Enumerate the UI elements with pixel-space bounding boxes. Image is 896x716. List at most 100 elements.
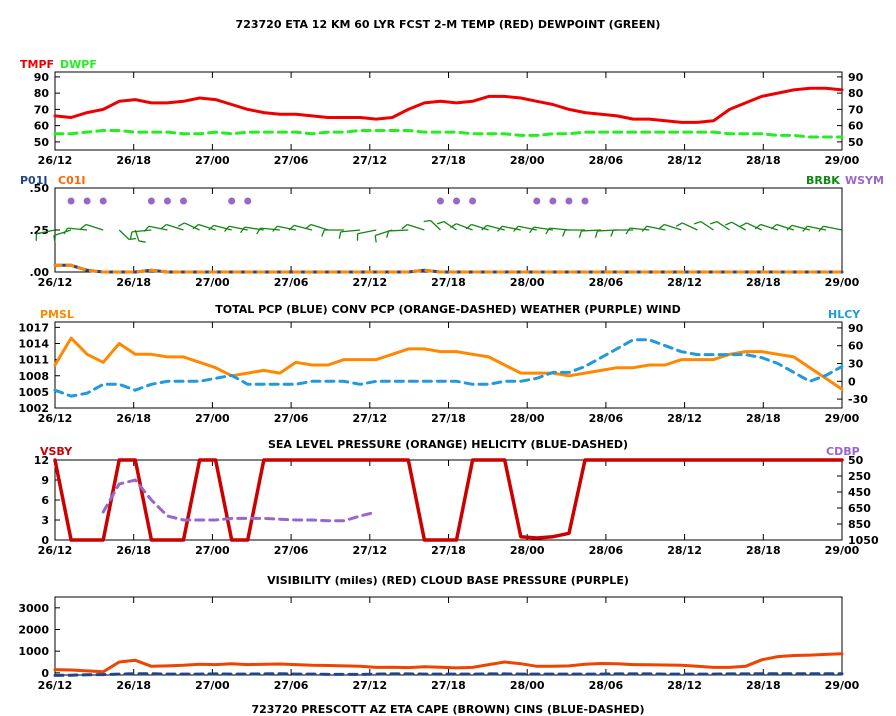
- wind-barb-flag: [208, 224, 215, 231]
- x-tick-label: 28/12: [667, 412, 702, 425]
- x-tick-label: 29/00: [825, 412, 860, 425]
- x-tick-label: 28/18: [746, 276, 781, 289]
- x-tick-label: 27/06: [274, 276, 309, 289]
- wind-barb-flag: [129, 237, 137, 241]
- y2-tick-label: 90: [848, 71, 864, 84]
- wind-barb-flag: [374, 235, 377, 243]
- wind-barb-flag: [143, 225, 150, 232]
- cape-line: [53, 652, 844, 674]
- vsby-line: [53, 458, 844, 542]
- wind-barb: [430, 220, 441, 231]
- y-tick-label: 2000: [18, 624, 49, 637]
- x-tick-label: 26/18: [116, 544, 151, 557]
- x-tick-label: 28/12: [667, 276, 702, 289]
- wind-barb-flag: [177, 222, 185, 227]
- y2-tick-label: 60: [848, 340, 864, 353]
- panel-frame: [54, 459, 843, 541]
- wind-barb: [36, 229, 56, 235]
- y-tick-label: 0: [41, 667, 49, 680]
- x-tick-label: 29/00: [825, 154, 860, 167]
- x-tick-label: 28/06: [589, 544, 624, 557]
- wind-barb: [118, 229, 130, 240]
- weather-dot: [179, 197, 187, 205]
- x-tick-label: 26/12: [38, 154, 73, 167]
- footer-title: 723720 PRESCOTT AZ ETA CAPE (BROWN) CINS…: [251, 703, 644, 716]
- cins-line: [53, 672, 844, 677]
- wind-barb-flag: [423, 219, 431, 223]
- weather-dot: [163, 197, 171, 205]
- wind-barb-flag: [192, 223, 199, 230]
- y2-tick-label: 80: [848, 87, 864, 100]
- x-tick-label: 27/12: [352, 412, 387, 425]
- wind-barb-flag: [240, 226, 246, 234]
- dwpf-line: [53, 129, 844, 139]
- hlcy-label: HLCY: [828, 308, 861, 321]
- y-tick-label: 1014: [18, 338, 49, 351]
- panel-frame: [54, 321, 843, 409]
- y2-tick-label: 60: [848, 120, 864, 133]
- wind-barb-flag: [770, 223, 778, 230]
- y-tick-label: 1005: [18, 386, 49, 399]
- wind-barb: [746, 222, 762, 231]
- x-tick-label: 26/18: [116, 276, 151, 289]
- wind-barb-flag: [675, 222, 683, 227]
- wind-barb: [716, 221, 730, 231]
- wind-barb-flag: [129, 231, 133, 239]
- x-tick-label: 27/06: [274, 154, 309, 167]
- wsym-label: WSYM: [845, 174, 884, 187]
- x-tick-label: 28/18: [746, 154, 781, 167]
- vsby-label: VSBY: [40, 445, 73, 458]
- wind-barb: [581, 229, 602, 232]
- wind-barb-flag: [256, 227, 261, 235]
- x-tick-label: 27/18: [431, 544, 466, 557]
- x-tick-label: 28/18: [746, 679, 781, 692]
- wind-barb: [486, 224, 505, 231]
- x-tick-label: 27/12: [352, 154, 387, 167]
- wind-barb-flag: [545, 227, 551, 235]
- wind-barb: [260, 227, 280, 231]
- x-tick-label: 28/12: [667, 154, 702, 167]
- weather-dot: [469, 197, 477, 205]
- x-tick-label: 28/06: [589, 679, 624, 692]
- wind-barb: [277, 225, 297, 231]
- tmpf-line: [53, 86, 844, 124]
- p01i-label: P01I: [20, 174, 47, 187]
- wind-barb: [184, 222, 200, 231]
- y-tick-label: 60: [34, 120, 50, 133]
- wind-barb: [85, 223, 104, 231]
- weather-dot: [581, 197, 589, 205]
- x-tick-label: 28/18: [746, 412, 781, 425]
- wind-barb: [340, 229, 361, 233]
- y2-tick-label: 50: [848, 136, 864, 149]
- x-tick-label: 26/18: [116, 679, 151, 692]
- x-tick-label: 26/18: [116, 412, 151, 425]
- wind-barb-flag: [288, 224, 295, 231]
- x-tick-label: 27/00: [195, 679, 230, 692]
- y-tick-label: 9: [41, 474, 49, 487]
- wind-barb-flag: [641, 225, 648, 232]
- wind-barb-flag: [818, 225, 824, 232]
- x-tick-label: 27/18: [431, 679, 466, 692]
- x-tick-label: 28/18: [746, 544, 781, 557]
- y-tick-label: 90: [34, 71, 50, 84]
- x-tick-label: 28/06: [589, 276, 624, 289]
- weather-dot: [228, 197, 236, 205]
- y-tick-label: 50: [34, 136, 50, 149]
- wind-barb: [518, 225, 537, 231]
- wind-barb-flag: [513, 225, 519, 232]
- x-tick-label: 28/12: [667, 679, 702, 692]
- x-tick-label: 27/18: [431, 412, 466, 425]
- wind-barb-flag: [610, 229, 615, 237]
- wind-barb-flag: [802, 225, 808, 232]
- wind-barb-flag: [562, 229, 566, 237]
- x-tick-label: 27/06: [274, 679, 309, 692]
- wind-barb-flag: [321, 229, 325, 237]
- wind-barb: [67, 227, 88, 231]
- y2-tick-label: 1050: [848, 534, 879, 547]
- cdbp-label: CDBP: [826, 445, 860, 458]
- y-tick-label: .25: [30, 224, 50, 237]
- wind-barb: [53, 229, 72, 237]
- wind-barb: [664, 223, 682, 231]
- weather-dot: [67, 197, 75, 205]
